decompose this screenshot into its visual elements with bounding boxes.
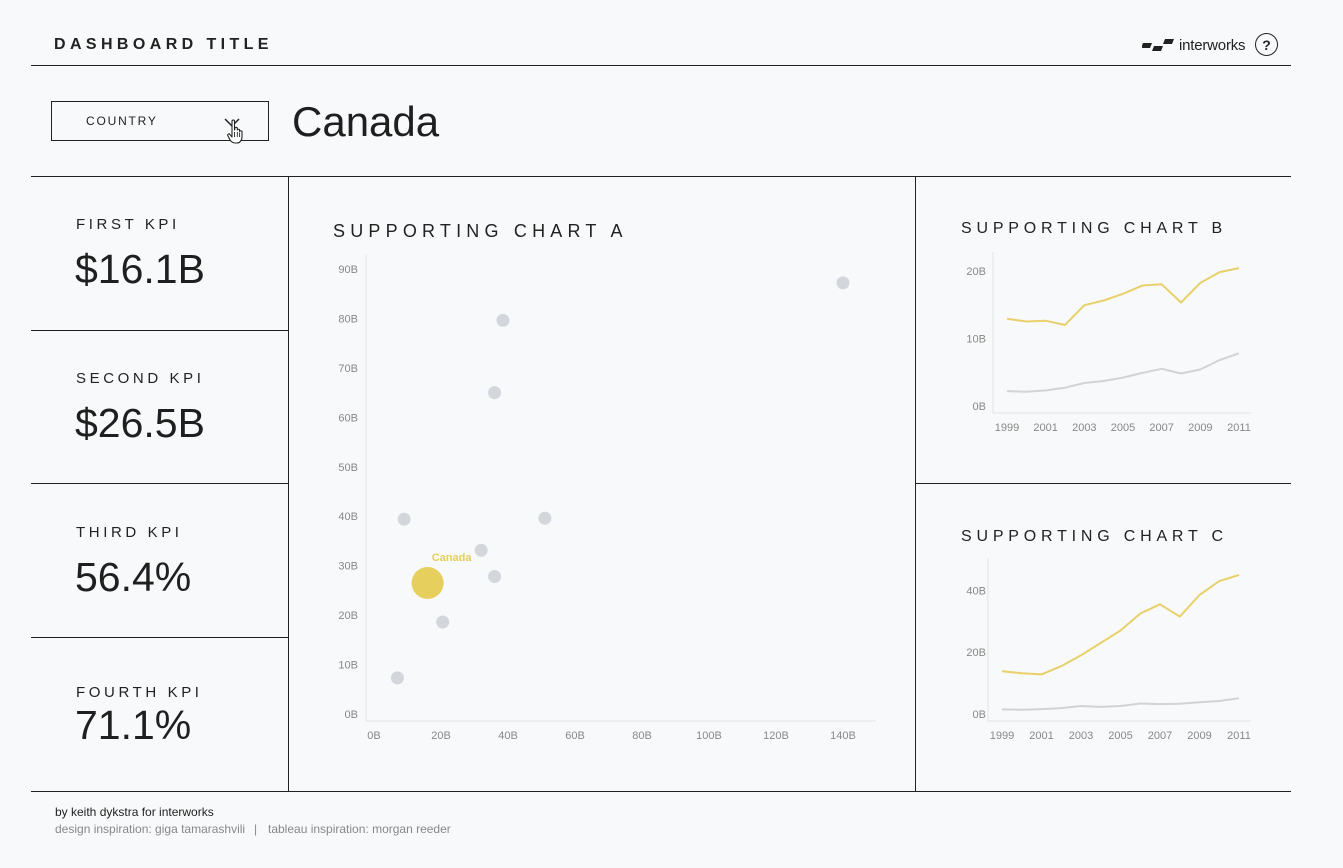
- dashboard-title: DASHBOARD TITLE: [54, 36, 273, 53]
- kpi-divider-2: [31, 483, 289, 484]
- credit-author: by keith dykstra for interworks: [55, 805, 214, 819]
- y-tick-label: 80B: [338, 313, 358, 325]
- brand-name: interworks: [1179, 36, 1246, 54]
- kpi-value-fourth: 71.1%: [75, 702, 192, 748]
- content-bottom-divider: [31, 791, 1291, 792]
- x-tick-label: 2001: [1033, 422, 1057, 434]
- x-tick-label: 60B: [565, 730, 585, 742]
- kpi-divider-3: [31, 637, 289, 638]
- kpi-column-divider: [288, 176, 289, 792]
- x-tick-label: 40B: [498, 730, 518, 742]
- series-line-muted: [1006, 352, 1240, 393]
- kpi-value-third: 56.4%: [75, 554, 192, 600]
- kpi-label-third: THIRD KPI: [76, 524, 183, 541]
- question-icon: ?: [1262, 36, 1271, 53]
- x-tick-label: 2011: [1227, 730, 1251, 742]
- kpi-value-second: $26.5B: [75, 400, 205, 446]
- x-tick-label: 2009: [1188, 422, 1212, 434]
- brand-logo[interactable]: interworks: [1142, 34, 1246, 56]
- scatter-point: [488, 386, 502, 400]
- chart-column-divider: [915, 176, 916, 792]
- scatter-point: [474, 543, 488, 557]
- x-tick-label: 2011: [1227, 422, 1251, 434]
- content-top-divider: [31, 176, 1291, 177]
- x-tick-label: 140B: [830, 730, 856, 742]
- x-tick-label: 2003: [1072, 422, 1096, 434]
- hand-pointer-icon: [227, 119, 243, 144]
- header-divider: [31, 65, 1291, 66]
- kpi-label-first: FIRST KPI: [76, 216, 180, 233]
- right-chart-divider: [915, 483, 1291, 484]
- x-tick-label: 2007: [1149, 422, 1173, 434]
- y-tick-label: 10B: [338, 660, 358, 672]
- y-tick-label: 20B: [966, 266, 986, 278]
- x-tick-label: 100B: [696, 730, 722, 742]
- x-tick-label: 2005: [1108, 730, 1132, 742]
- y-tick-label: 0B: [973, 401, 986, 413]
- scatter-point: [436, 615, 450, 629]
- x-tick-label: 120B: [763, 730, 789, 742]
- x-tick-label: 2003: [1069, 730, 1093, 742]
- x-tick-label: 80B: [632, 730, 652, 742]
- scatter-point-highlight: [411, 566, 444, 599]
- credit-tableau: tableau inspiration: morgan reeder: [268, 822, 451, 836]
- series-line-muted: [1001, 697, 1240, 711]
- help-button[interactable]: ?: [1255, 33, 1278, 56]
- y-tick-label: 20B: [338, 610, 358, 622]
- y-tick-label: 60B: [338, 412, 358, 424]
- chart-b-title: SUPPORTING CHART B: [961, 220, 1227, 237]
- country-dropdown-label: COUNTRY: [86, 114, 158, 128]
- series-line-highlight: [1001, 573, 1240, 676]
- x-tick-label: 1999: [995, 422, 1019, 434]
- y-tick-label: 20B: [966, 647, 986, 659]
- chart-c-title: SUPPORTING CHART C: [961, 528, 1228, 545]
- y-tick-label: 0B: [973, 709, 986, 721]
- y-tick-label: 40B: [966, 585, 986, 597]
- y-tick-label: 50B: [338, 462, 358, 474]
- chart-a-title: SUPPORTING CHART A: [333, 221, 628, 241]
- y-tick-label: 0B: [345, 709, 358, 721]
- x-tick-label: 2009: [1187, 730, 1211, 742]
- scatter-point: [390, 671, 404, 685]
- y-tick-label: 10B: [966, 333, 986, 345]
- x-tick-label: 2001: [1029, 730, 1053, 742]
- x-tick-label: 0B: [367, 730, 380, 742]
- y-tick-label: 30B: [338, 561, 358, 573]
- credit-design: design inspiration: giga tamarashvili: [55, 822, 246, 836]
- scatter-point: [488, 570, 502, 584]
- kpi-label-fourth: FOURTH KPI: [76, 684, 203, 701]
- x-tick-label: 20B: [431, 730, 451, 742]
- y-tick-label: 40B: [338, 511, 358, 523]
- scatter-point: [538, 511, 552, 525]
- scatter-point: [496, 313, 510, 327]
- y-tick-label: 70B: [338, 363, 358, 375]
- y-tick-label: 90B: [338, 264, 358, 276]
- highlight-label: Canada: [432, 552, 473, 564]
- credit-separator: |: [254, 822, 258, 836]
- kpi-value-first: $16.1B: [75, 246, 205, 292]
- kpi-label-second: SECOND KPI: [76, 370, 205, 387]
- x-tick-label: 2005: [1111, 422, 1135, 434]
- scatter-point: [836, 276, 850, 290]
- x-tick-label: 1999: [990, 730, 1014, 742]
- scatter-point: [397, 512, 411, 526]
- selected-country: Canada: [292, 98, 440, 145]
- kpi-divider-1: [31, 330, 289, 331]
- x-tick-label: 2007: [1148, 730, 1172, 742]
- series-line-highlight: [1006, 267, 1240, 326]
- interworks-logo-icon: [1142, 39, 1174, 51]
